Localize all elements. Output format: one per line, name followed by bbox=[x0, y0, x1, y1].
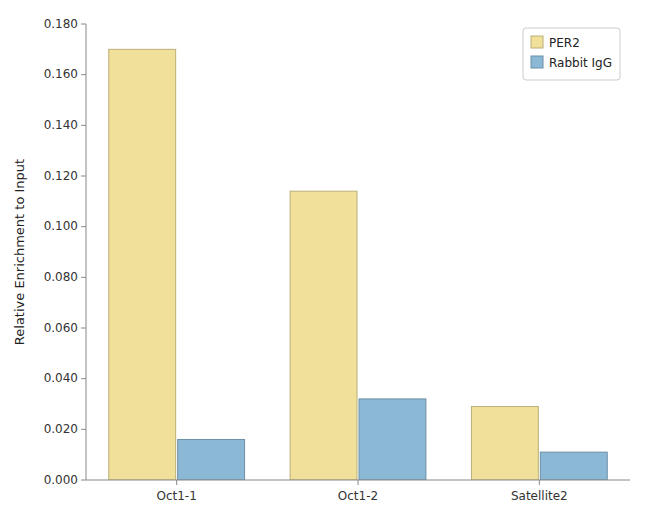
y-tick bbox=[81, 176, 86, 177]
y-tick-label: 0.020 bbox=[44, 422, 78, 436]
y-axis-label: Relative Enrichment to Input bbox=[12, 159, 27, 345]
y-tick bbox=[81, 480, 86, 481]
legend-swatch bbox=[531, 56, 543, 68]
y-tick-label: 0.100 bbox=[44, 219, 78, 233]
y-tick bbox=[81, 125, 86, 126]
legend: PER2 Rabbit IgG bbox=[523, 28, 620, 80]
y-tick bbox=[81, 277, 86, 278]
bar bbox=[290, 191, 357, 480]
y-tick bbox=[81, 24, 86, 25]
x-tick-label: Oct1-2 bbox=[338, 489, 378, 503]
y-tick bbox=[81, 328, 86, 329]
y-tick bbox=[81, 429, 86, 430]
axes: 0.000 0.020 0.040 0.060 0.080 0.100 0.120 0.140… bbox=[44, 17, 86, 487]
bar bbox=[540, 452, 607, 480]
x-tick bbox=[358, 480, 359, 485]
legend-box bbox=[523, 28, 620, 80]
y-tick-label: 0.180 bbox=[44, 17, 78, 31]
x-tick bbox=[176, 480, 177, 485]
y-tick-label: 0.040 bbox=[44, 371, 78, 385]
chart: 0.000 0.020 0.040 0.060 0.080 0.100 0.120 0.140… bbox=[0, 0, 650, 530]
bar bbox=[471, 407, 538, 480]
bar bbox=[359, 399, 426, 480]
y-tick bbox=[81, 74, 86, 75]
y-tick-label: 0.140 bbox=[44, 118, 78, 132]
bar bbox=[178, 439, 245, 480]
x-tick bbox=[539, 480, 540, 485]
bars bbox=[109, 49, 607, 480]
y-tick bbox=[81, 226, 86, 227]
y-tick-label: 0.080 bbox=[44, 270, 78, 284]
y-tick-label: 0.120 bbox=[44, 169, 78, 183]
legend-swatch bbox=[531, 36, 543, 48]
legend-label: PER2 bbox=[549, 36, 580, 50]
y-axis-line bbox=[86, 24, 87, 480]
x-tick-label: Satellite2 bbox=[511, 489, 568, 503]
y-tick bbox=[81, 378, 86, 379]
legend-label: Rabbit IgG bbox=[549, 56, 612, 70]
x-tick-label: Oct1-1 bbox=[156, 489, 196, 503]
bar bbox=[109, 49, 176, 480]
y-tick-label: 0.160 bbox=[44, 67, 78, 81]
y-tick-label: 0.060 bbox=[44, 321, 78, 335]
y-tick-label: 0.000 bbox=[44, 473, 78, 487]
